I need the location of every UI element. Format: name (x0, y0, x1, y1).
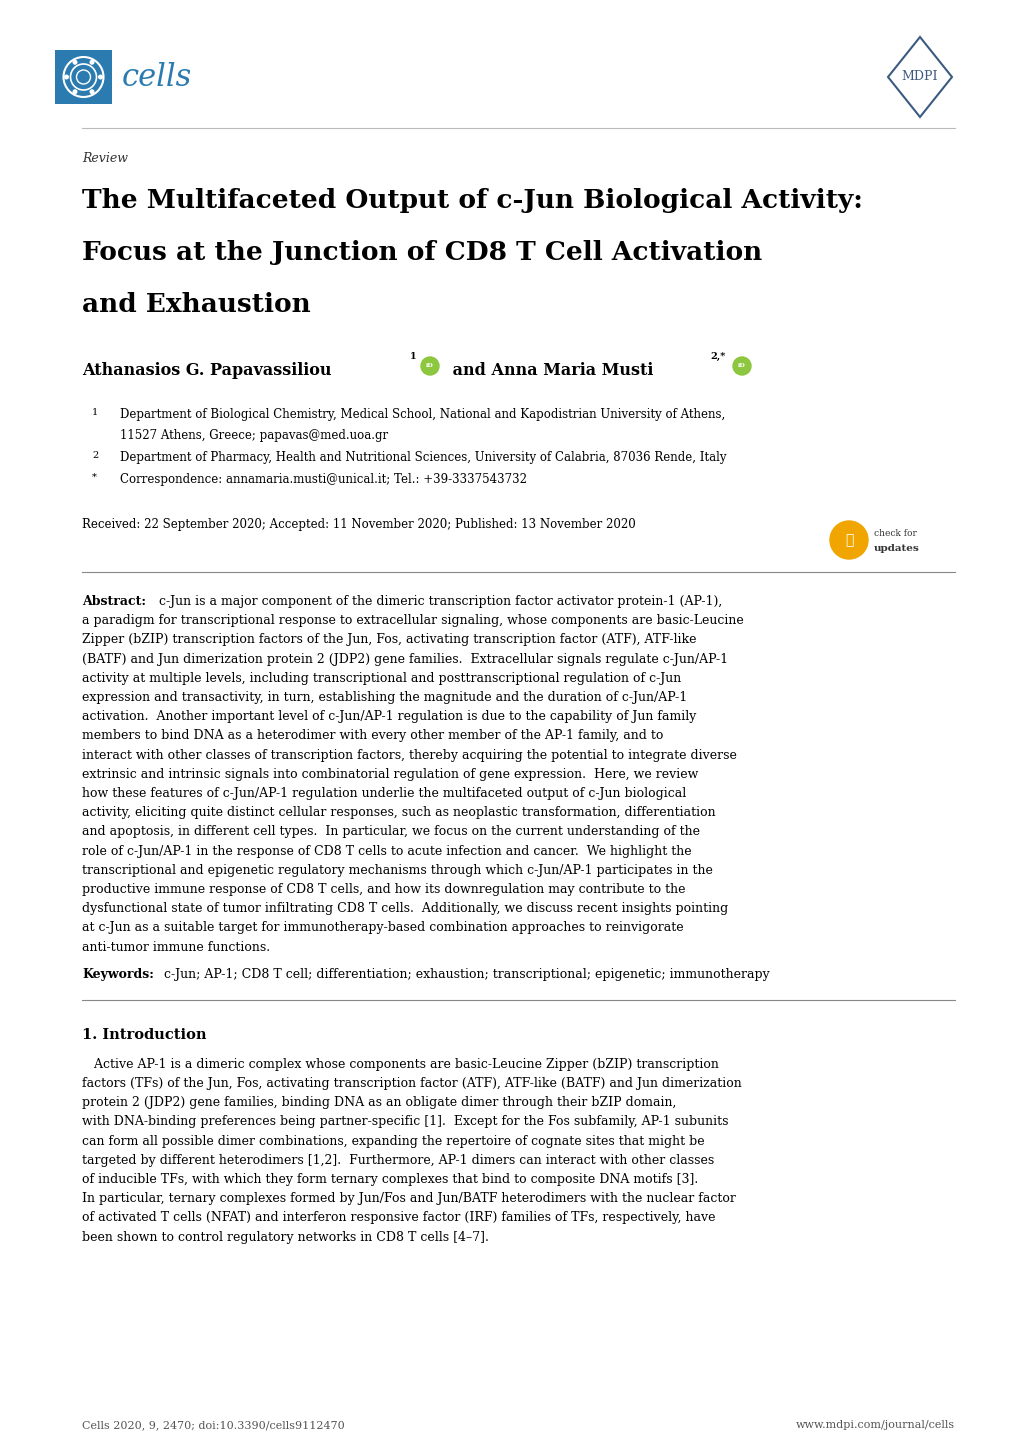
Text: activity, eliciting quite distinct cellular responses, such as neoplastic transf: activity, eliciting quite distinct cellu… (82, 806, 715, 819)
Text: 1: 1 (410, 352, 416, 360)
Text: role of c-Jun/AP-1 in the response of CD8 T cells to acute infection and cancer.: role of c-Jun/AP-1 in the response of CD… (82, 845, 691, 858)
Text: Correspondence: annamaria.musti@unical.it; Tel.: +39-3337543732: Correspondence: annamaria.musti@unical.i… (120, 473, 527, 486)
Text: productive immune response of CD8 T cells, and how its downregulation may contri: productive immune response of CD8 T cell… (82, 883, 685, 895)
Text: can form all possible dimer combinations, expanding the repertoire of cognate si: can form all possible dimer combinations… (82, 1135, 704, 1148)
Text: Keywords:: Keywords: (82, 968, 154, 981)
Text: anti-tumor immune functions.: anti-tumor immune functions. (82, 940, 270, 953)
Text: c-Jun; AP-1; CD8 T cell; differentiation; exhaustion; transcriptional; epigeneti: c-Jun; AP-1; CD8 T cell; differentiation… (164, 968, 769, 981)
Circle shape (64, 75, 69, 79)
Text: and Exhaustion: and Exhaustion (82, 291, 311, 317)
Text: In particular, ternary complexes formed by Jun/Fos and Jun/BATF heterodimers wit: In particular, ternary complexes formed … (82, 1193, 735, 1206)
Text: 11527 Athens, Greece; papavas@med.uoa.gr: 11527 Athens, Greece; papavas@med.uoa.gr (120, 430, 388, 443)
Text: Department of Biological Chemistry, Medical School, National and Kapodistrian Un: Department of Biological Chemistry, Medi… (120, 408, 725, 421)
Text: factors (TFs) of the Jun, Fos, activating transcription factor (ATF), ATF-like (: factors (TFs) of the Jun, Fos, activatin… (82, 1077, 741, 1090)
Text: iD: iD (426, 363, 433, 369)
Text: of activated T cells (NFAT) and interferon responsive factor (IRF) families of T: of activated T cells (NFAT) and interfer… (82, 1211, 714, 1224)
Text: Active AP-1 is a dimeric complex whose components are basic-Leucine Zipper (bZIP: Active AP-1 is a dimeric complex whose c… (82, 1058, 718, 1071)
Text: cells: cells (122, 62, 192, 92)
Text: check for: check for (873, 529, 916, 538)
Text: (BATF) and Jun dimerization protein 2 (JDP2) gene families.  Extracellular signa: (BATF) and Jun dimerization protein 2 (J… (82, 653, 728, 666)
Text: Abstract:: Abstract: (82, 596, 146, 609)
Circle shape (90, 89, 95, 94)
Text: Cells 2020, 9, 2470; doi:10.3390/cells9112470: Cells 2020, 9, 2470; doi:10.3390/cells91… (82, 1420, 344, 1430)
Text: Department of Pharmacy, Health and Nutritional Sciences, University of Calabria,: Department of Pharmacy, Health and Nutri… (120, 451, 726, 464)
Text: members to bind DNA as a heterodimer with every other member of the AP-1 family,: members to bind DNA as a heterodimer wit… (82, 730, 662, 743)
Text: transcriptional and epigenetic regulatory mechanisms through which c-Jun/AP-1 pa: transcriptional and epigenetic regulator… (82, 864, 712, 877)
Text: The Multifaceted Output of c-Jun Biological Activity:: The Multifaceted Output of c-Jun Biologi… (82, 187, 862, 213)
Text: protein 2 (JDP2) gene families, binding DNA as an obligate dimer through their b: protein 2 (JDP2) gene families, binding … (82, 1096, 676, 1109)
Circle shape (98, 75, 103, 79)
Text: dysfunctional state of tumor infiltrating CD8 T cells.  Additionally, we discuss: dysfunctional state of tumor infiltratin… (82, 903, 728, 916)
Text: 2,*: 2,* (709, 352, 725, 360)
Text: Focus at the Junction of CD8 T Cell Activation: Focus at the Junction of CD8 T Cell Acti… (82, 239, 761, 265)
Text: been shown to control regulatory networks in CD8 T cells [4–7].: been shown to control regulatory network… (82, 1230, 488, 1243)
Circle shape (72, 59, 77, 65)
Text: a paradigm for transcriptional response to extracellular signaling, whose compon: a paradigm for transcriptional response … (82, 614, 743, 627)
Text: Athanasios G. Papavassiliou: Athanasios G. Papavassiliou (82, 362, 331, 379)
Circle shape (829, 521, 867, 559)
Circle shape (733, 358, 750, 375)
Text: extrinsic and intrinsic signals into combinatorial regulation of gene expression: extrinsic and intrinsic signals into com… (82, 767, 698, 780)
FancyBboxPatch shape (55, 50, 112, 104)
Circle shape (72, 89, 77, 94)
Text: Zipper (bZIP) transcription factors of the Jun, Fos, activating transcription fa: Zipper (bZIP) transcription factors of t… (82, 633, 696, 646)
Text: targeted by different heterodimers [1,2].  Furthermore, AP-1 dimers can interact: targeted by different heterodimers [1,2]… (82, 1154, 713, 1167)
Text: expression and transactivity, in turn, establishing the magnitude and the durati: expression and transactivity, in turn, e… (82, 691, 687, 704)
Text: at c-Jun as a suitable target for immunotherapy-based combination approaches to : at c-Jun as a suitable target for immuno… (82, 921, 683, 934)
Text: MDPI: MDPI (901, 71, 937, 84)
Text: and Anna Maria Musti: and Anna Maria Musti (446, 362, 653, 379)
Text: Received: 22 September 2020; Accepted: 11 November 2020; Published: 13 November : Received: 22 September 2020; Accepted: 1… (82, 518, 635, 531)
Text: ✓: ✓ (844, 534, 852, 547)
Text: how these features of c-Jun/AP-1 regulation underlie the multifaceted output of : how these features of c-Jun/AP-1 regulat… (82, 787, 686, 800)
Text: c-Jun is a major component of the dimeric transcription factor activator protein: c-Jun is a major component of the dimeri… (159, 596, 721, 609)
Text: and apoptosis, in different cell types.  In particular, we focus on the current : and apoptosis, in different cell types. … (82, 825, 699, 838)
Text: activation.  Another important level of c-Jun/AP-1 regulation is due to the capa: activation. Another important level of c… (82, 711, 696, 724)
Text: updates: updates (873, 544, 919, 552)
Text: activity at multiple levels, including transcriptional and posttranscriptional r: activity at multiple levels, including t… (82, 672, 681, 685)
Text: interact with other classes of transcription factors, thereby acquiring the pote: interact with other classes of transcrip… (82, 748, 736, 761)
Text: Review: Review (82, 151, 127, 164)
Text: 2: 2 (92, 451, 98, 460)
Circle shape (90, 59, 95, 65)
Text: iD: iD (738, 363, 745, 369)
Text: www.mdpi.com/journal/cells: www.mdpi.com/journal/cells (795, 1420, 954, 1430)
Text: 1. Introduction: 1. Introduction (82, 1028, 206, 1041)
Text: 1: 1 (92, 408, 98, 417)
Circle shape (421, 358, 438, 375)
Text: with DNA-binding preferences being partner-specific [1].  Except for the Fos sub: with DNA-binding preferences being partn… (82, 1116, 728, 1129)
Text: *: * (92, 473, 97, 482)
Text: of inducible TFs, with which they form ternary complexes that bind to composite : of inducible TFs, with which they form t… (82, 1172, 698, 1185)
